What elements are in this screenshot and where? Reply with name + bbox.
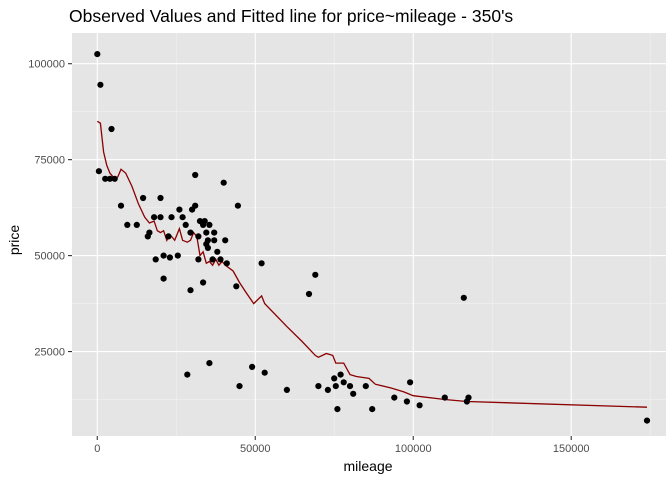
data-point	[369, 406, 376, 413]
data-point	[332, 383, 339, 390]
data-point	[337, 371, 344, 378]
data-point	[168, 214, 175, 221]
data-point	[222, 237, 229, 244]
data-point	[174, 252, 181, 259]
data-point	[200, 279, 207, 286]
data-point	[206, 360, 213, 367]
data-point	[643, 417, 651, 424]
data-point	[111, 175, 118, 182]
chart-title: Observed Values and Fitted line for pric…	[69, 6, 513, 26]
data-point	[108, 125, 115, 133]
data-point	[362, 383, 369, 390]
data-point	[133, 221, 140, 228]
data-point	[146, 229, 153, 236]
data-point	[102, 175, 109, 182]
axis-ticks: 0 50000 100000 150000 25000 50000 75000 100000	[28, 59, 589, 455]
data-point	[340, 379, 347, 386]
data-point	[204, 244, 211, 251]
data-point	[403, 398, 410, 405]
data-point	[211, 237, 218, 244]
data-point	[182, 221, 189, 228]
data-point	[165, 233, 172, 240]
data-point	[334, 406, 341, 413]
data-point	[209, 256, 216, 263]
minor-gridlines	[72, 33, 666, 436]
data-point	[152, 256, 159, 263]
data-point	[211, 229, 218, 236]
data-point	[192, 171, 199, 179]
y-tick-label: 50000	[34, 251, 65, 263]
data-point	[233, 283, 240, 290]
data-point	[416, 402, 423, 409]
data-point	[157, 194, 164, 202]
observed-points	[94, 51, 651, 424]
x-tick-label: 100000	[395, 443, 432, 455]
x-tick-label: 0	[94, 443, 100, 455]
x-axis-title: mileage	[343, 458, 392, 474]
data-point	[106, 175, 113, 182]
data-point	[214, 248, 221, 255]
fitted-line-layer	[96, 120, 648, 408]
data-point	[151, 214, 158, 221]
data-point	[166, 254, 173, 261]
data-point	[312, 271, 319, 278]
data-point	[203, 229, 210, 236]
major-gridlines	[72, 33, 666, 436]
plot-panel	[72, 33, 666, 436]
data-point	[391, 394, 398, 401]
data-point	[217, 256, 224, 263]
y-tick-label: 25000	[34, 347, 65, 359]
data-point	[140, 194, 147, 202]
data-point	[176, 206, 183, 213]
x-tick-label: 150000	[553, 443, 590, 455]
data-point	[324, 386, 331, 393]
data-point	[305, 290, 313, 298]
data-point	[157, 214, 164, 221]
data-point	[258, 260, 265, 267]
data-point	[441, 394, 448, 401]
data-point	[261, 369, 268, 376]
data-point	[179, 214, 186, 221]
data-point	[160, 275, 167, 282]
data-point	[331, 375, 338, 382]
data-point	[184, 371, 191, 378]
data-point	[97, 81, 104, 88]
data-point	[234, 202, 241, 209]
data-point	[187, 287, 194, 294]
data-point	[195, 256, 202, 263]
data-point	[350, 390, 357, 397]
fitted-line	[96, 120, 648, 408]
data-point	[283, 386, 290, 393]
data-point	[315, 383, 322, 390]
data-point	[201, 218, 208, 225]
data-point	[124, 221, 131, 228]
data-point	[192, 202, 199, 209]
data-point	[346, 383, 354, 390]
data-point	[236, 383, 243, 390]
data-point	[117, 202, 125, 209]
y-tick-label: 100000	[28, 59, 65, 71]
data-point	[95, 168, 102, 175]
data-point	[249, 363, 256, 370]
data-point	[204, 237, 211, 244]
data-point	[160, 252, 167, 259]
data-point	[187, 229, 194, 236]
data-point	[407, 379, 414, 386]
y-tick-label: 75000	[34, 155, 65, 167]
data-point	[195, 233, 202, 240]
data-point	[94, 51, 101, 58]
data-point	[465, 394, 472, 401]
data-point	[460, 294, 467, 301]
x-tick-label: 50000	[240, 443, 271, 455]
data-point	[223, 260, 230, 267]
y-axis-title: price	[6, 225, 22, 256]
data-point	[220, 179, 227, 186]
data-point	[206, 221, 213, 228]
